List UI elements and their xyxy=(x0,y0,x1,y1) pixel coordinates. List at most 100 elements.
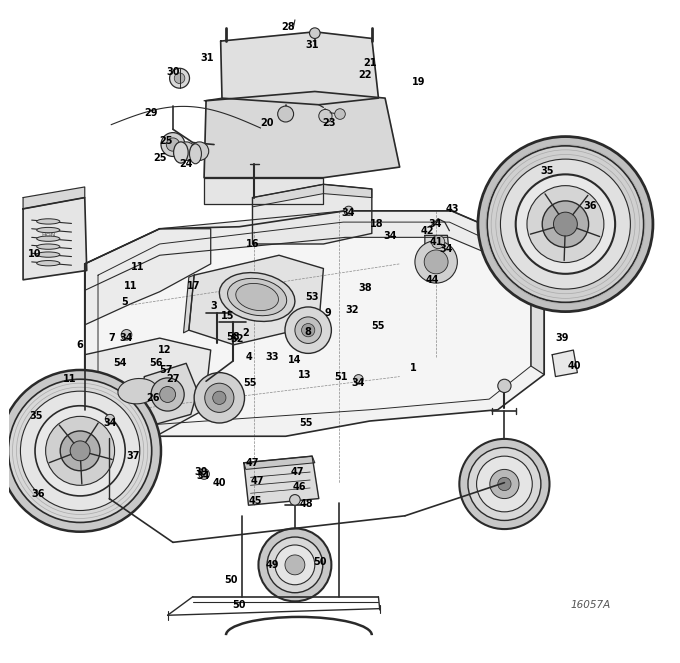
Circle shape xyxy=(527,186,604,263)
Text: 34: 34 xyxy=(383,231,396,241)
Polygon shape xyxy=(552,350,577,377)
Text: 25: 25 xyxy=(160,135,173,146)
Circle shape xyxy=(460,439,549,529)
Circle shape xyxy=(213,391,226,404)
Text: 9: 9 xyxy=(324,308,331,318)
Text: 47: 47 xyxy=(245,457,259,468)
Text: 18: 18 xyxy=(370,219,384,229)
Text: 22: 22 xyxy=(358,70,371,80)
Text: 31: 31 xyxy=(201,53,214,64)
Circle shape xyxy=(258,528,331,601)
Text: 34: 34 xyxy=(428,219,441,229)
Text: 5: 5 xyxy=(121,296,128,307)
Text: 6: 6 xyxy=(77,339,84,350)
Text: 39: 39 xyxy=(556,333,569,343)
Polygon shape xyxy=(252,184,372,207)
Ellipse shape xyxy=(37,236,60,241)
Polygon shape xyxy=(85,211,544,436)
Text: 30: 30 xyxy=(166,66,180,77)
Circle shape xyxy=(500,159,630,289)
Text: 47: 47 xyxy=(250,475,264,486)
Text: 37: 37 xyxy=(126,451,140,461)
Text: 55: 55 xyxy=(372,321,385,332)
Polygon shape xyxy=(244,456,319,505)
Text: 26: 26 xyxy=(146,392,160,403)
Text: 20: 20 xyxy=(260,118,274,129)
Circle shape xyxy=(515,174,615,274)
Text: 50: 50 xyxy=(313,557,327,568)
Text: 8: 8 xyxy=(305,326,311,337)
Text: 12: 12 xyxy=(158,345,171,355)
Circle shape xyxy=(177,142,195,160)
Text: 44: 44 xyxy=(426,274,439,285)
Ellipse shape xyxy=(37,227,60,233)
Text: 19: 19 xyxy=(411,77,425,88)
Text: 1: 1 xyxy=(409,363,416,373)
Circle shape xyxy=(0,370,161,532)
Text: 54: 54 xyxy=(113,358,126,369)
Circle shape xyxy=(554,212,577,236)
Text: 27: 27 xyxy=(166,374,180,385)
Ellipse shape xyxy=(190,144,201,164)
Text: 14: 14 xyxy=(288,355,302,365)
Text: HON: HON xyxy=(41,233,56,238)
Polygon shape xyxy=(23,187,85,209)
Circle shape xyxy=(267,537,323,593)
Ellipse shape xyxy=(37,261,60,266)
Circle shape xyxy=(344,206,354,215)
Text: 2: 2 xyxy=(243,328,250,338)
Circle shape xyxy=(478,137,653,312)
Polygon shape xyxy=(23,198,87,280)
Text: 24: 24 xyxy=(180,159,193,170)
Text: 55: 55 xyxy=(299,418,312,428)
Circle shape xyxy=(490,469,519,499)
Text: 25: 25 xyxy=(153,152,167,163)
Text: 13: 13 xyxy=(297,369,311,380)
Text: 23: 23 xyxy=(322,118,335,129)
Text: 34: 34 xyxy=(352,378,365,389)
Circle shape xyxy=(285,307,331,353)
Circle shape xyxy=(432,235,445,249)
Text: 7: 7 xyxy=(108,333,115,343)
Text: 42: 42 xyxy=(421,225,435,236)
Text: 11: 11 xyxy=(63,374,76,385)
Text: 34: 34 xyxy=(103,418,117,428)
Text: 41: 41 xyxy=(429,237,443,247)
Ellipse shape xyxy=(37,219,60,224)
Text: 34: 34 xyxy=(342,208,356,219)
Circle shape xyxy=(20,391,140,511)
Circle shape xyxy=(319,109,332,123)
Circle shape xyxy=(105,414,115,424)
Text: 11: 11 xyxy=(131,261,145,272)
Text: 51: 51 xyxy=(335,371,348,382)
Text: 16057A: 16057A xyxy=(571,599,611,610)
Text: 21: 21 xyxy=(364,58,377,68)
Text: 16: 16 xyxy=(245,239,259,249)
Text: 36: 36 xyxy=(584,200,597,211)
Circle shape xyxy=(468,448,541,520)
Text: 32: 32 xyxy=(345,305,358,316)
Polygon shape xyxy=(531,251,544,375)
Polygon shape xyxy=(204,91,400,178)
Ellipse shape xyxy=(173,142,188,163)
Circle shape xyxy=(167,138,180,151)
Polygon shape xyxy=(204,178,324,204)
Circle shape xyxy=(275,545,315,585)
Circle shape xyxy=(277,106,294,122)
Text: 34: 34 xyxy=(439,243,453,254)
Polygon shape xyxy=(85,211,544,290)
Text: 36: 36 xyxy=(31,489,45,499)
Polygon shape xyxy=(244,456,315,469)
Text: 10: 10 xyxy=(29,249,41,259)
Text: 15: 15 xyxy=(220,310,234,321)
Circle shape xyxy=(309,28,320,38)
Text: 49: 49 xyxy=(266,560,279,570)
Circle shape xyxy=(415,241,458,283)
Polygon shape xyxy=(85,338,211,436)
Text: 57: 57 xyxy=(160,365,173,375)
Polygon shape xyxy=(98,222,531,424)
Text: 33: 33 xyxy=(266,351,279,362)
Text: 50: 50 xyxy=(233,599,246,610)
Circle shape xyxy=(9,379,152,522)
Circle shape xyxy=(121,330,132,340)
